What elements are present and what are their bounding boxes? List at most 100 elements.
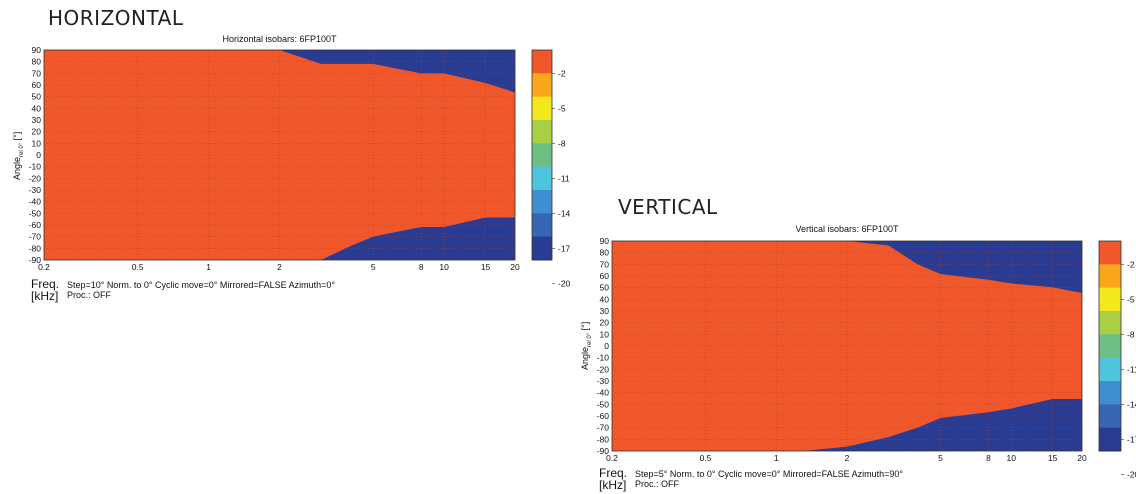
y-tick-label: -30 xyxy=(597,376,610,386)
y-tick-label: 10 xyxy=(600,329,610,339)
x-tick-label: 0.2 xyxy=(38,262,50,272)
y-tick-label: 30 xyxy=(600,306,610,316)
colorbar-swatch xyxy=(1099,381,1121,405)
vertical-plot-title: Vertical isobars: 6FP100T xyxy=(795,224,899,234)
plot-frame xyxy=(611,240,1083,452)
y-tick-label: 30 xyxy=(32,115,42,125)
y-tick-label: 10 xyxy=(32,138,42,148)
y-tick-label: -40 xyxy=(29,197,42,207)
y-tick-label: -20 xyxy=(597,364,610,374)
x-tick-label: 2 xyxy=(845,453,850,463)
y-tick-label: -70 xyxy=(597,423,610,433)
y-tick-label: -10 xyxy=(597,353,610,363)
colorbar-swatch xyxy=(532,213,552,238)
colorbar-swatch xyxy=(1099,427,1121,452)
x-tick-label: 20 xyxy=(1077,453,1087,463)
colorbar-swatch xyxy=(1099,357,1121,382)
x-tick-label: 10 xyxy=(439,262,449,272)
y-tick-label: 80 xyxy=(600,248,610,258)
colorbar-tick-label: -5 xyxy=(1127,294,1135,304)
y-tick-label: -20 xyxy=(29,173,42,183)
colorbar-tick-label: -11 xyxy=(558,173,570,183)
colorbar-swatch xyxy=(532,166,552,191)
y-tick-label: -70 xyxy=(29,232,42,242)
vertical-x-axis-label: Freq. [kHz] xyxy=(599,466,628,492)
y-tick-label: 20 xyxy=(600,318,610,328)
colorbar-tick-label: -17 xyxy=(558,243,571,253)
y-tick-label: 70 xyxy=(600,259,610,269)
colorbar-swatch xyxy=(1099,334,1121,359)
y-tick-label: 40 xyxy=(600,294,610,304)
colorbar-swatch xyxy=(1099,264,1121,289)
colorbar: -2 -5 -8 -11 -14 -17 -20 xyxy=(531,49,571,288)
colorbar: -2 -5 -8 -11 -14 -17 -20 xyxy=(1098,240,1136,479)
y-tick-label: 50 xyxy=(600,283,610,293)
colorbar-tick-label: -8 xyxy=(1127,329,1135,339)
colorbar-tick-label: -14 xyxy=(1127,399,1136,409)
colorbar-tick-label: -20 xyxy=(558,278,571,288)
y-tick-label: 0 xyxy=(36,150,41,160)
x-tick-label: 20 xyxy=(510,262,520,272)
y-tick-label: -80 xyxy=(29,243,42,253)
y-tick-label: -80 xyxy=(597,434,610,444)
x-tick-label: 15 xyxy=(481,262,491,272)
horizontal-params: Step=10° Norm. to 0° Cyclic move=0° Mirr… xyxy=(67,280,336,300)
colorbar-swatch xyxy=(532,143,552,168)
colorbar-tick-label: -2 xyxy=(1127,259,1135,269)
colorbar-tick-label: -17 xyxy=(1127,434,1136,444)
y-tick-label: -90 xyxy=(597,446,610,456)
colorbar-frame xyxy=(1098,240,1122,452)
vertical-params: Step=5° Norm. to 0° Cyclic move=0° Mirro… xyxy=(635,469,904,489)
colorbar-tick-label: -8 xyxy=(558,138,566,148)
horizontal-x-axis-label: Freq. [kHz] xyxy=(31,277,60,303)
x-tick-label: 1 xyxy=(206,262,211,272)
x-tick-label: 0.2 xyxy=(606,453,618,463)
y-tick-label: 0 xyxy=(604,341,609,351)
x-tick-label: 15 xyxy=(1048,453,1058,463)
horizontal-plot-title: Horizontal isobars: 6FP100T xyxy=(222,34,337,44)
x-tick-label: 8 xyxy=(419,262,424,272)
colorbar-swatch xyxy=(532,50,552,74)
y-tick-label: -40 xyxy=(597,388,610,398)
x-tick-label: 5 xyxy=(938,453,943,463)
colorbar-tick-label: -20 xyxy=(1127,469,1136,479)
y-tick-label: -30 xyxy=(29,185,42,195)
colorbar-swatch xyxy=(532,190,552,214)
x-tick-label: 1 xyxy=(774,453,779,463)
colorbar-swatch xyxy=(1099,404,1121,429)
colorbar-swatch xyxy=(532,236,552,261)
horizontal-plot-area: 9080706050403020100-10-20-30-40-50-60-70… xyxy=(29,45,520,272)
colorbar-tick-label: -11 xyxy=(1127,364,1136,374)
y-tick-label: 50 xyxy=(32,92,42,102)
colorbar-swatch xyxy=(532,120,552,144)
y-tick-label: 60 xyxy=(600,271,610,281)
y-tick-label: 90 xyxy=(600,236,610,246)
y-tick-label: 90 xyxy=(32,45,42,55)
vertical-section-title: VERTICAL xyxy=(618,195,718,219)
y-tick-label: -50 xyxy=(29,208,42,218)
x-tick-label: 0.5 xyxy=(132,262,144,272)
colorbar-tick-label: -14 xyxy=(558,208,571,218)
y-tick-label: 80 xyxy=(32,57,42,67)
colorbar-tick-label: -2 xyxy=(558,68,566,78)
horizontal-section-title: HORIZONTAL xyxy=(48,6,184,30)
y-tick-label: -50 xyxy=(597,399,610,409)
plot-frame xyxy=(43,49,516,261)
y-tick-label: 20 xyxy=(32,127,42,137)
x-tick-label: 2 xyxy=(277,262,282,272)
colorbar-frame xyxy=(531,49,553,261)
vertical-y-axis-label: Anglerel 0° [°] xyxy=(580,321,593,370)
horizontal-y-axis-label: Anglerel 0° [°] xyxy=(12,131,25,180)
y-tick-label: -60 xyxy=(29,220,42,230)
y-tick-label: 70 xyxy=(32,68,42,78)
colorbar-tick-label: -5 xyxy=(558,103,566,113)
colorbar-swatch xyxy=(1099,287,1121,312)
x-tick-label: 8 xyxy=(986,453,991,463)
y-tick-label: -10 xyxy=(29,162,42,172)
x-tick-label: 10 xyxy=(1007,453,1017,463)
y-tick-label: 40 xyxy=(32,103,42,113)
y-tick-label: -60 xyxy=(597,411,610,421)
y-tick-label: 60 xyxy=(32,80,42,90)
colorbar-swatch xyxy=(1099,241,1121,265)
